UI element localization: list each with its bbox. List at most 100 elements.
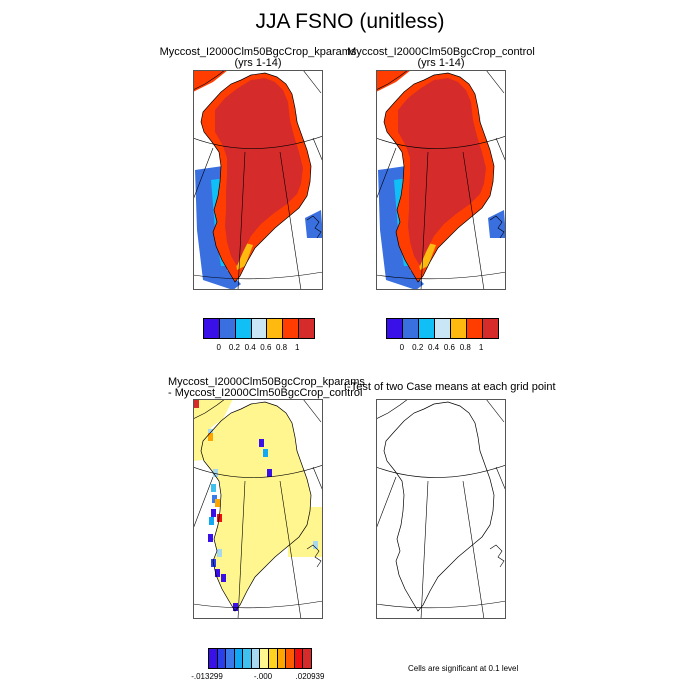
panel-4-title: t-Test of two Case means at each grid po…	[344, 381, 556, 393]
colorbar-box	[243, 649, 252, 668]
greenland-coastline	[200, 401, 312, 612]
colorbar-tick-label: 0.4	[244, 343, 256, 352]
diff-cell	[213, 469, 218, 477]
diff-cell	[259, 439, 264, 447]
longitude-line	[495, 466, 506, 492]
diff-cell	[208, 433, 213, 441]
map-panel-kparams	[193, 70, 323, 290]
map-panel-control	[376, 70, 506, 290]
longitude-line	[279, 480, 302, 619]
diff-cell	[208, 534, 213, 542]
latitude-line	[376, 600, 506, 609]
colorbar-box	[467, 319, 483, 338]
longitude-line	[462, 480, 485, 619]
colorbar-tick-label: 0	[399, 343, 405, 352]
latitude-line	[376, 271, 506, 280]
panel-2-title-line2: (yrs 1-14)	[417, 57, 465, 69]
longitude-line	[462, 151, 485, 290]
colorbar-box	[217, 649, 227, 668]
diff-cell	[221, 574, 226, 582]
colorbar-box	[209, 649, 218, 668]
diff-cell	[211, 484, 216, 492]
snow-cells-ice-sheet	[215, 78, 303, 266]
diff-cell	[211, 509, 216, 517]
colorbar-tick-label: 0.6	[260, 343, 272, 352]
colorbar-box	[387, 319, 403, 338]
canada-coastline	[376, 70, 409, 91]
colorbar-tick-label: 1	[478, 343, 484, 352]
map-frame	[193, 70, 323, 290]
diff-cell	[217, 549, 222, 557]
greenland-coastline	[383, 72, 495, 283]
colorbar-tick-label: 0.8	[459, 343, 471, 352]
longitude-line	[312, 137, 323, 163]
map-frame	[193, 399, 323, 619]
colorbar-box	[294, 649, 304, 668]
colorbar-tick-label: 1	[295, 343, 300, 352]
significance-note: Cells are significant at 0.1 level	[408, 664, 519, 673]
panel-2-title: Myccost_I2000Clm50BgcCrop_control (yrs 1…	[341, 47, 541, 69]
panel-3-title: Myccost_I2000Clm50BgcCrop_kparams - Mycc…	[168, 377, 365, 399]
colorbar-box	[277, 649, 287, 668]
colorbar-box	[260, 649, 270, 668]
colorbar-tick-label: 0.2	[412, 343, 424, 352]
canada-coastline	[376, 399, 409, 420]
colorbar-box	[204, 319, 220, 338]
colorbar-difference-mid-label: -.000	[253, 672, 273, 681]
panel-1-title-line2: (yrs 1-14)	[234, 57, 282, 69]
colorbar-tick-label: 0.8	[276, 343, 288, 352]
longitude-line	[495, 137, 506, 163]
panel-3-title-line2: - Myccost_I2000Clm50BgcCrop_control	[168, 387, 363, 399]
colorbar-difference-min-label: -.013299	[191, 672, 223, 681]
map-panel-ttest	[376, 399, 506, 619]
panel-2-title-line1: Myccost_I2000Clm50BgcCrop_control	[347, 46, 535, 58]
greenland-coastline	[383, 401, 495, 612]
snow-cells-canada	[193, 70, 228, 92]
latitude-line	[193, 271, 323, 280]
colorbar-box	[219, 319, 236, 338]
colorbar-tick-label: 0	[216, 343, 221, 352]
longitude-line	[376, 476, 397, 530]
colorbar-box	[267, 319, 284, 338]
colorbar-box	[451, 319, 467, 338]
longitude-line	[376, 147, 397, 201]
diff-cell	[263, 449, 268, 457]
colorbar-tick-label: 0.6	[443, 343, 455, 352]
colorbar-box	[435, 319, 451, 338]
latitude-line	[376, 135, 506, 149]
map-frame	[376, 399, 506, 619]
diff-cell	[267, 469, 272, 477]
colorbar-box	[483, 319, 498, 338]
iceland-coastline	[306, 544, 322, 568]
colorbar-box	[269, 649, 278, 668]
latitude-line	[376, 464, 506, 478]
colorbar-control	[386, 318, 499, 339]
map-frame	[376, 70, 506, 290]
colorbar-box	[403, 319, 419, 338]
colorbar-box	[251, 319, 268, 338]
canada-coastline	[193, 70, 226, 91]
colorbar-box	[283, 319, 300, 338]
diff-cell	[313, 541, 318, 549]
diff-cell	[193, 400, 199, 408]
diff-cell	[217, 514, 222, 522]
longitude-line	[193, 476, 214, 530]
colorbar-difference-max-label: .020939	[295, 672, 325, 681]
colorbar-difference	[208, 648, 312, 669]
iceland-coastline	[306, 215, 322, 239]
colorbar-box	[299, 319, 315, 338]
colorbar-box	[303, 649, 311, 668]
latitude-line	[193, 464, 323, 478]
colorbar-tick-label: 0.4	[428, 343, 440, 352]
latitude-line	[193, 135, 323, 149]
figure-title: JJA FSNO (unitless)	[255, 10, 445, 33]
colorbar-box	[234, 649, 244, 668]
longitude-line	[312, 466, 323, 492]
snow-cells-ice-sheet	[398, 78, 486, 266]
diff-cell	[233, 603, 238, 611]
longitude-line	[237, 151, 246, 290]
diff-cell	[212, 495, 217, 503]
map-panel-difference	[193, 399, 323, 619]
colorbar-tick-label: 0.2	[228, 343, 240, 352]
